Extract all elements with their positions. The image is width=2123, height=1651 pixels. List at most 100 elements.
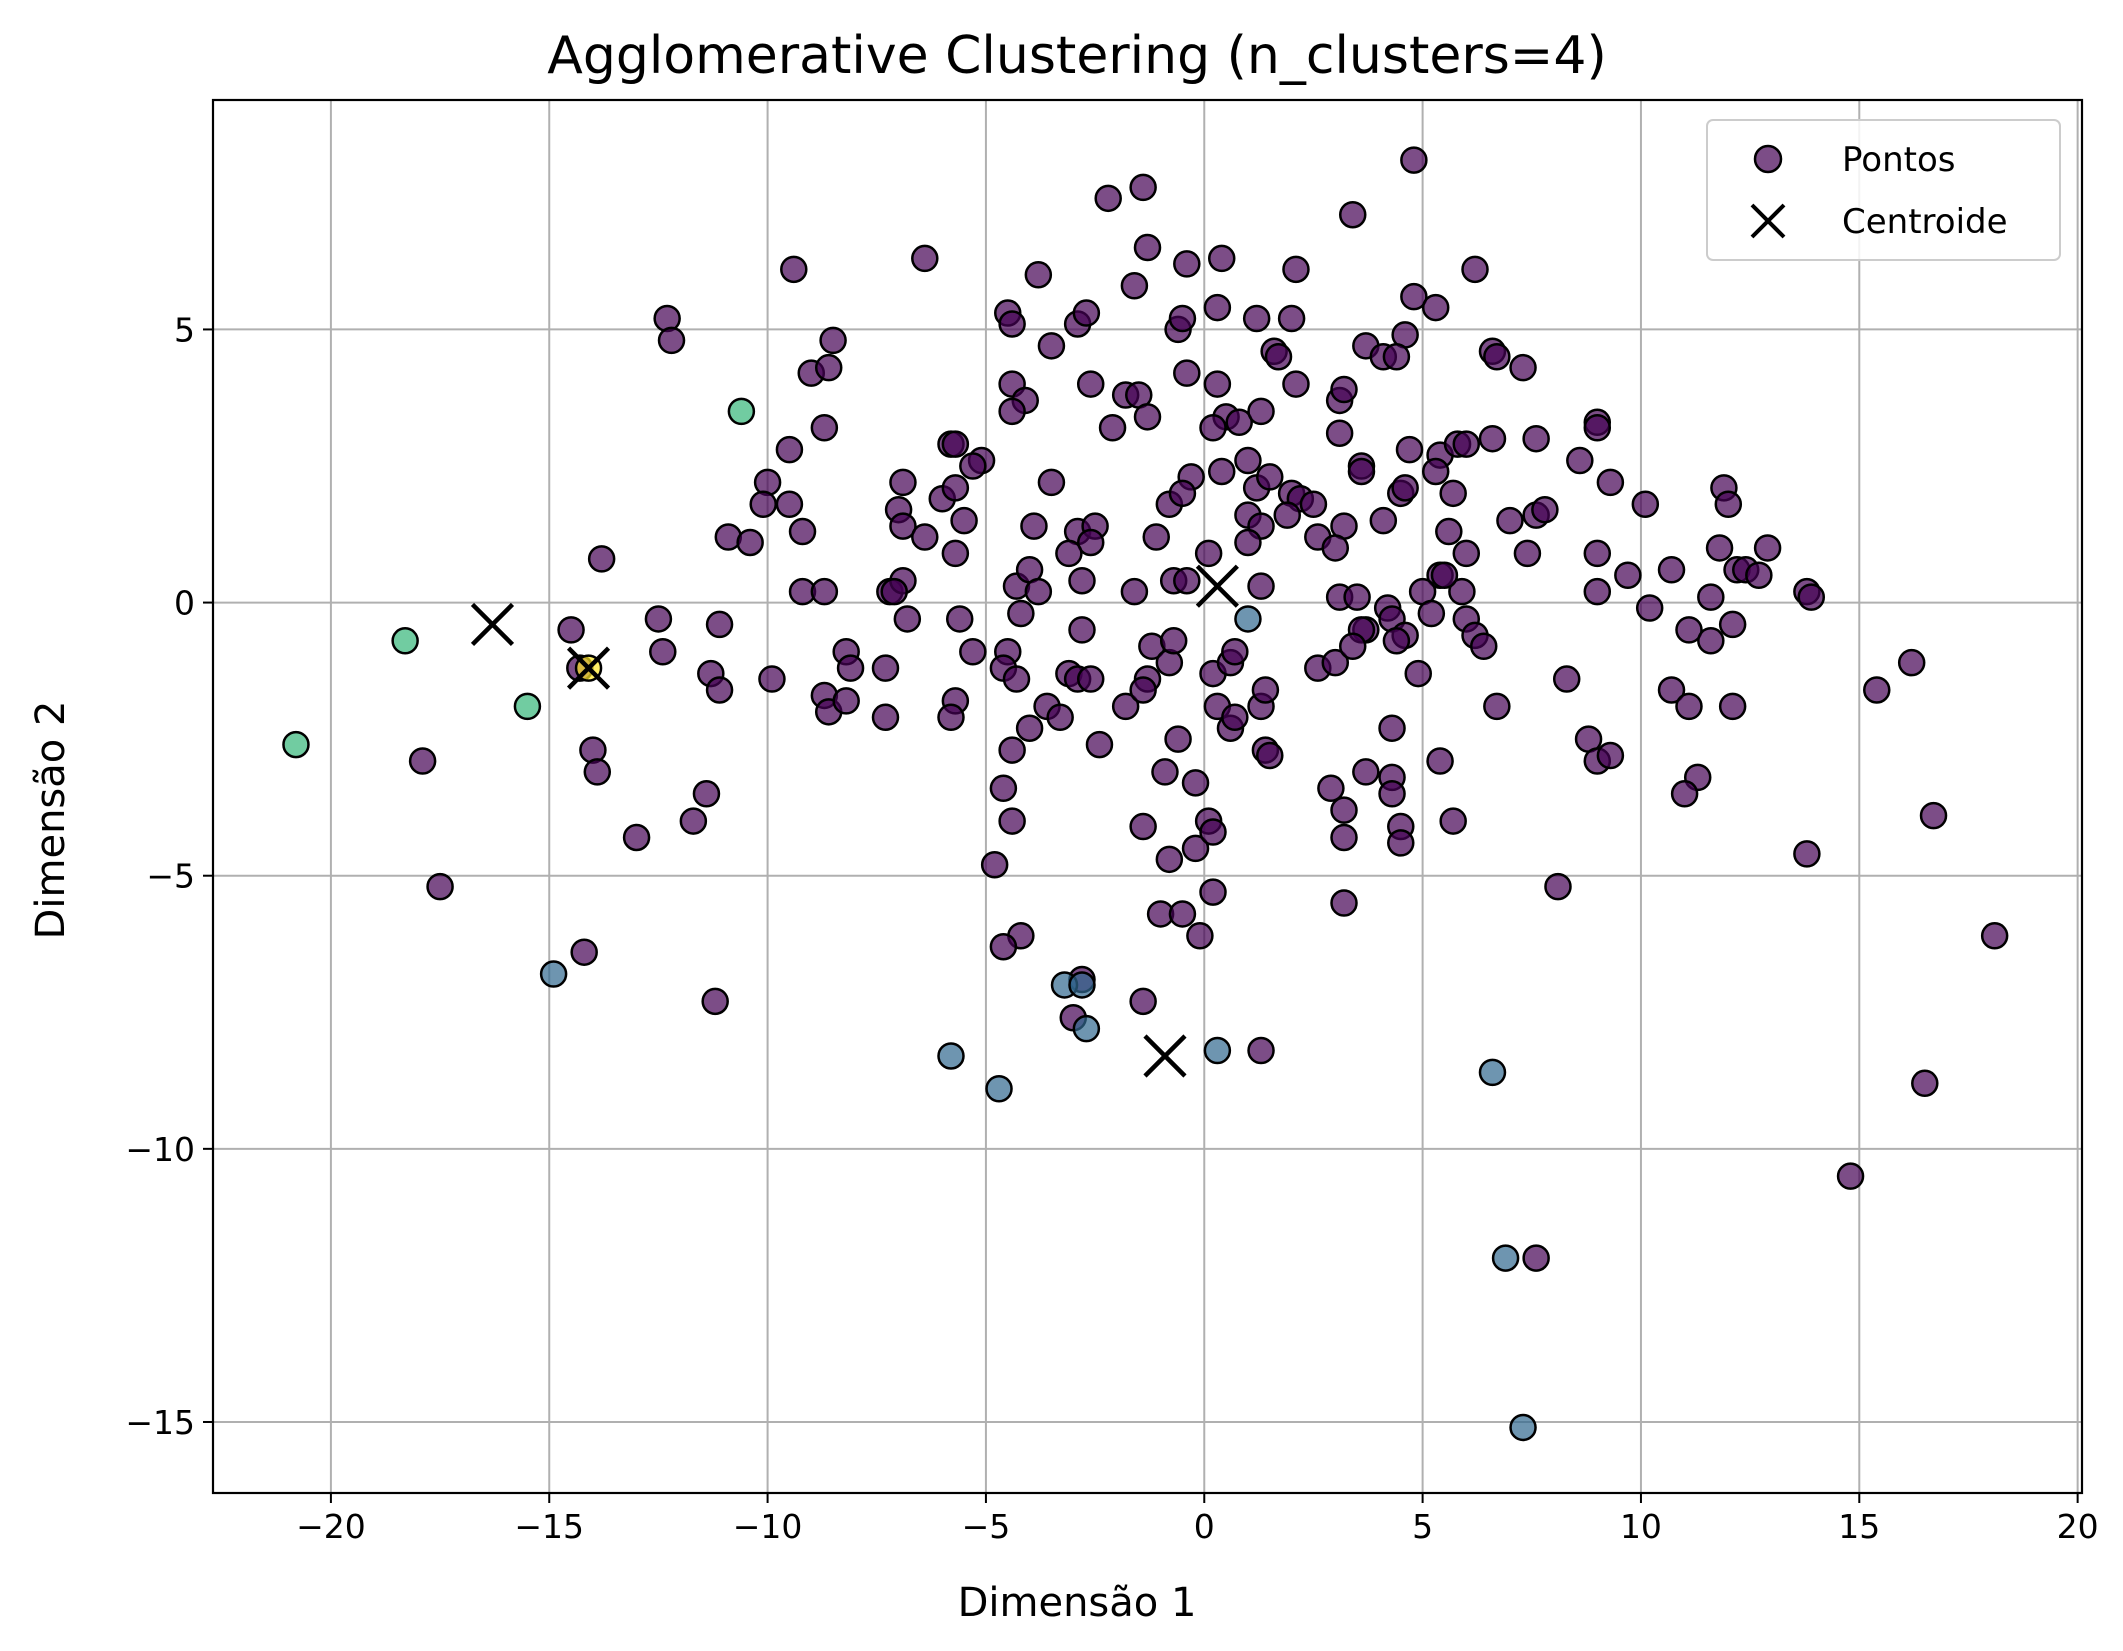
x-tick-label: −15 bbox=[514, 1507, 584, 1546]
plot-area-frame bbox=[211, 98, 2084, 1495]
data-point bbox=[941, 430, 970, 458]
data-point bbox=[1718, 610, 1747, 639]
data-point bbox=[1317, 774, 1345, 803]
x-tick-label: 5 bbox=[1412, 1507, 1433, 1546]
data-point bbox=[1919, 801, 1948, 830]
data-point bbox=[1657, 676, 1686, 704]
data-point bbox=[622, 823, 651, 852]
data-point bbox=[1256, 741, 1284, 770]
data-point bbox=[1552, 665, 1581, 693]
data-point bbox=[1614, 561, 1642, 590]
data-point bbox=[1378, 780, 1406, 808]
data-point bbox=[1417, 599, 1446, 628]
data-point bbox=[1068, 971, 1096, 999]
data-point bbox=[1120, 271, 1149, 300]
data-point bbox=[1203, 1036, 1232, 1065]
data-point bbox=[1321, 534, 1350, 562]
data-point bbox=[1186, 922, 1214, 950]
data-point bbox=[989, 774, 1018, 803]
data-point bbox=[1491, 1244, 1520, 1272]
data-points bbox=[282, 146, 2009, 1442]
data-point bbox=[705, 676, 734, 704]
data-point bbox=[1234, 528, 1262, 557]
data-point bbox=[1037, 332, 1066, 360]
x-tick-label: 0 bbox=[1194, 1507, 1215, 1546]
data-point bbox=[1509, 1413, 1537, 1442]
data-point bbox=[1697, 627, 1725, 655]
data-point bbox=[1513, 539, 1542, 568]
data-point bbox=[1522, 1244, 1550, 1272]
data-point bbox=[1369, 506, 1398, 535]
data-point bbox=[692, 780, 721, 808]
data-point bbox=[1509, 353, 1537, 382]
data-point bbox=[1382, 627, 1411, 655]
data-point bbox=[819, 326, 847, 355]
data-point bbox=[1173, 250, 1201, 278]
centroid-marker bbox=[1143, 1034, 1187, 1078]
x-tick-label: 20 bbox=[2057, 1507, 2099, 1546]
data-point bbox=[1242, 304, 1271, 333]
data-point bbox=[539, 960, 568, 988]
y-tick-label: −5 bbox=[146, 857, 195, 896]
data-point bbox=[788, 517, 817, 546]
data-point bbox=[998, 397, 1026, 426]
data-point bbox=[1264, 342, 1293, 371]
data-point bbox=[1024, 261, 1053, 289]
data-point bbox=[814, 353, 843, 382]
y-tick-label: 5 bbox=[174, 310, 195, 349]
data-point bbox=[1120, 577, 1149, 606]
data-point bbox=[1277, 304, 1306, 333]
data-point bbox=[1325, 419, 1354, 447]
centroid-marker bbox=[566, 646, 611, 690]
centroid-markers bbox=[470, 564, 1239, 1078]
data-point bbox=[1426, 747, 1454, 775]
data-point bbox=[426, 872, 454, 901]
data-point bbox=[1076, 665, 1105, 693]
data-point bbox=[1343, 583, 1371, 611]
data-point bbox=[1094, 184, 1122, 213]
data-point bbox=[1395, 435, 1424, 464]
x-tick-label: −5 bbox=[962, 1507, 1011, 1546]
data-point bbox=[1448, 577, 1476, 606]
data-point bbox=[1657, 556, 1686, 584]
x-tick-label: 15 bbox=[1838, 1507, 1880, 1546]
data-point bbox=[1181, 769, 1210, 797]
data-point bbox=[1247, 1036, 1275, 1065]
data-point bbox=[753, 468, 782, 497]
y-axis-label: Dimensão 2 bbox=[28, 701, 74, 940]
data-point bbox=[1714, 490, 1743, 518]
data-point bbox=[1382, 342, 1411, 371]
data-point bbox=[653, 304, 681, 333]
legend-marker-centroide bbox=[1750, 203, 1786, 239]
data-point bbox=[1199, 414, 1227, 442]
centroid-stroke bbox=[566, 646, 611, 690]
data-point bbox=[937, 703, 965, 732]
data-point bbox=[1299, 490, 1328, 518]
centroid-marker bbox=[470, 602, 515, 647]
x-tick-label: −10 bbox=[733, 1507, 803, 1546]
data-point bbox=[1098, 414, 1127, 442]
data-point bbox=[1330, 823, 1358, 852]
data-point bbox=[1199, 818, 1227, 846]
data-point bbox=[513, 692, 542, 721]
x-axis-label: Dimensão 1 bbox=[958, 1580, 1197, 1626]
data-point bbox=[1247, 572, 1275, 600]
data-point bbox=[1133, 233, 1162, 262]
data-point bbox=[1596, 468, 1625, 497]
legend-box bbox=[1706, 119, 2061, 261]
data-point bbox=[408, 747, 437, 775]
data-point bbox=[1400, 282, 1428, 311]
data-point bbox=[1387, 829, 1415, 857]
data-point bbox=[1173, 359, 1201, 387]
data-point bbox=[1068, 566, 1096, 595]
data-point bbox=[1015, 714, 1044, 742]
data-point bbox=[985, 1075, 1013, 1103]
data-point bbox=[1002, 665, 1031, 693]
data-point bbox=[889, 468, 917, 497]
data-point bbox=[705, 610, 734, 639]
data-point bbox=[1452, 539, 1481, 568]
data-point bbox=[1897, 648, 1926, 677]
data-point bbox=[780, 255, 808, 284]
chart-title: Agglomerative Clustering (n_clusters=4) bbox=[547, 26, 1607, 86]
data-point bbox=[736, 528, 764, 557]
